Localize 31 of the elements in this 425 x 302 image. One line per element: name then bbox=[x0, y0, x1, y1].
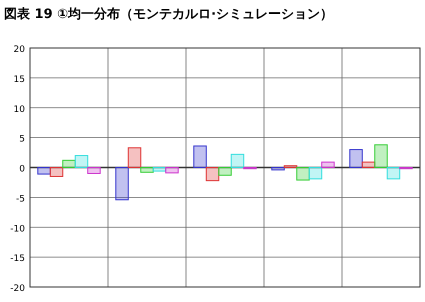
y-tick-label: 5 bbox=[19, 134, 25, 145]
y-tick-label: -5 bbox=[16, 194, 25, 204]
bar bbox=[296, 167, 310, 181]
y-tick-label: 0 bbox=[19, 164, 26, 174]
y-tick-label: -20 bbox=[10, 284, 26, 294]
bar bbox=[37, 167, 51, 175]
y-tick-label: -15 bbox=[10, 254, 25, 264]
bar bbox=[50, 167, 64, 177]
y-tick-label: 20 bbox=[14, 45, 26, 55]
bar bbox=[87, 167, 101, 174]
title: 図表 19 ①均一分布（モンテカルロ·シミュレーション） bbox=[4, 7, 334, 22]
bar bbox=[193, 145, 207, 168]
bar bbox=[386, 167, 400, 180]
bar bbox=[128, 147, 142, 168]
bar bbox=[206, 167, 220, 182]
y-tick-label: -10 bbox=[10, 224, 26, 234]
y-tick-label: 10 bbox=[14, 104, 26, 115]
bar bbox=[271, 167, 285, 170]
bar bbox=[115, 167, 129, 200]
bar bbox=[321, 162, 335, 168]
bar bbox=[140, 167, 154, 173]
bar bbox=[230, 154, 244, 168]
bar bbox=[74, 155, 88, 168]
bar bbox=[152, 167, 166, 172]
y-tick-label: 15 bbox=[14, 74, 25, 85]
bar bbox=[362, 162, 376, 168]
bar bbox=[218, 167, 232, 176]
bar bbox=[374, 144, 388, 168]
bar bbox=[165, 167, 179, 174]
bar bbox=[349, 149, 363, 168]
bar bbox=[308, 167, 322, 180]
